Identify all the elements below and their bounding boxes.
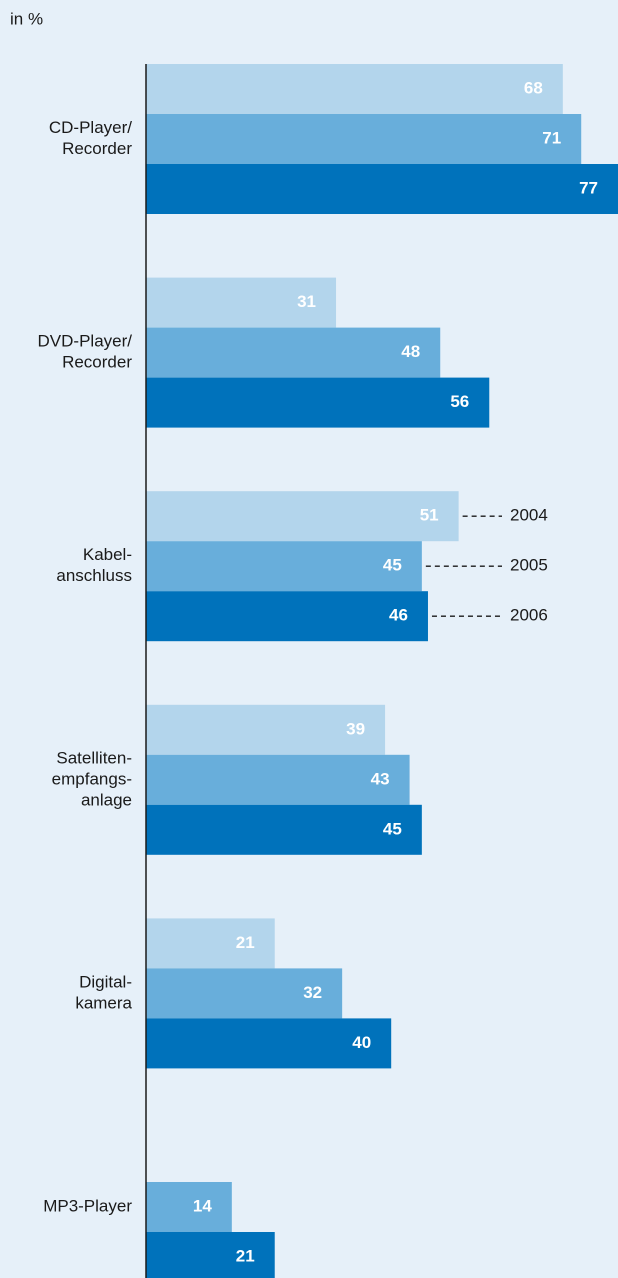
legend-label: 2004 bbox=[510, 506, 548, 525]
category-label: CD-Player/ bbox=[49, 118, 132, 137]
bar bbox=[146, 704, 386, 755]
value-label: 45 bbox=[383, 556, 402, 575]
category-label: anschluss bbox=[56, 566, 132, 585]
value-label: 51 bbox=[420, 506, 439, 525]
bar bbox=[146, 1182, 232, 1232]
bar bbox=[146, 327, 441, 378]
bar bbox=[146, 1018, 392, 1069]
bar bbox=[146, 968, 343, 1019]
category-label: DVD-Player/ bbox=[38, 332, 133, 351]
legend-label: 2005 bbox=[510, 556, 548, 575]
bar bbox=[146, 591, 428, 642]
value-label: 68 bbox=[524, 78, 543, 97]
value-label: 39 bbox=[346, 719, 365, 738]
bar bbox=[146, 64, 563, 114]
value-label: 21 bbox=[236, 933, 255, 952]
value-label: 48 bbox=[401, 342, 420, 361]
bar bbox=[146, 277, 337, 328]
bar bbox=[146, 114, 582, 164]
legend-label: 2006 bbox=[510, 606, 548, 625]
category-label: Kabel- bbox=[83, 545, 132, 564]
category-label: anlage bbox=[81, 790, 132, 809]
bar bbox=[146, 491, 459, 542]
bar bbox=[146, 804, 422, 855]
bar bbox=[146, 541, 422, 592]
value-label: 56 bbox=[450, 392, 469, 411]
category-label: Recorder bbox=[62, 353, 132, 372]
bar bbox=[146, 1232, 275, 1278]
value-label: 40 bbox=[352, 1033, 371, 1052]
category-label: empfangs- bbox=[52, 769, 132, 788]
category-label: MP3-Player bbox=[43, 1196, 132, 1215]
value-label: 14 bbox=[193, 1196, 212, 1215]
category-label: Satelliten- bbox=[56, 748, 132, 767]
bar bbox=[146, 377, 490, 428]
bar bbox=[146, 164, 618, 214]
bar bbox=[146, 754, 410, 805]
category-label: Recorder bbox=[62, 139, 132, 158]
subtitle: in % bbox=[10, 9, 43, 28]
category-label: kamera bbox=[75, 993, 132, 1012]
value-label: 32 bbox=[303, 983, 322, 1002]
value-label: 46 bbox=[389, 606, 408, 625]
category-label: Digital- bbox=[79, 972, 132, 991]
value-label: 21 bbox=[236, 1246, 255, 1265]
value-label: 43 bbox=[371, 769, 390, 788]
value-label: 71 bbox=[542, 128, 561, 147]
value-label: 77 bbox=[579, 178, 598, 197]
value-label: 45 bbox=[383, 819, 402, 838]
bar bbox=[146, 918, 275, 969]
value-label: 31 bbox=[297, 292, 316, 311]
